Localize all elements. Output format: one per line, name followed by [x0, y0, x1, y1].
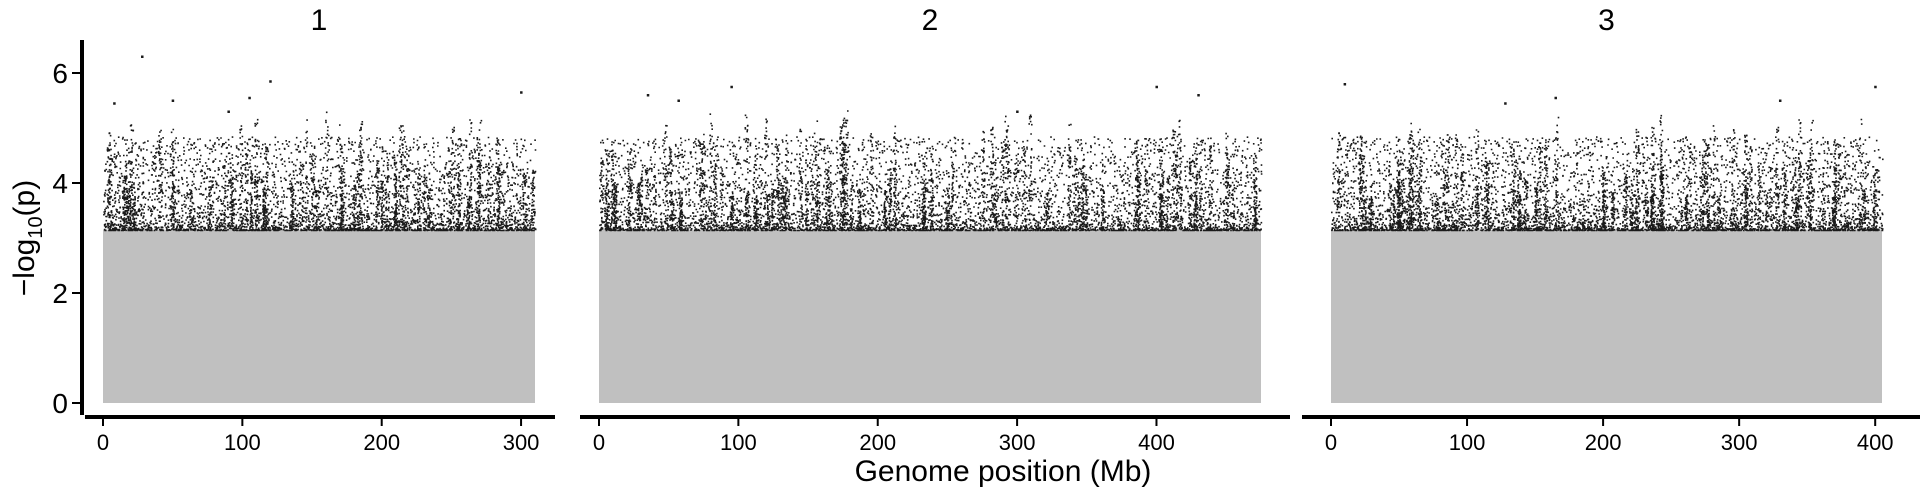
x-tick-label: 100 — [1449, 430, 1486, 455]
x-tick-label: 400 — [1138, 430, 1175, 455]
y-tick-label: 6 — [52, 58, 68, 89]
peak-point — [1197, 94, 1200, 97]
peak-point — [1016, 110, 1019, 113]
nonsignificant-points — [599, 229, 1261, 403]
peak-point — [269, 80, 272, 83]
peak-point — [113, 102, 116, 105]
significant-points — [103, 111, 537, 232]
x-tick-label: 100 — [720, 430, 757, 455]
facet-title: 1 — [311, 4, 328, 37]
y-axis-title: −log10(p) — [8, 180, 47, 296]
peak-point — [1554, 96, 1557, 100]
x-tick-label: 300 — [503, 430, 540, 455]
x-tick-label: 0 — [1325, 430, 1337, 455]
x-tick-label: 0 — [97, 430, 109, 455]
y-tick-label: 0 — [52, 388, 68, 419]
x-tick-label: 200 — [363, 430, 400, 455]
x-tick-label: 200 — [1585, 430, 1622, 455]
x-axis-title: Genome position (Mb) — [855, 455, 1152, 488]
nonsignificant-points — [103, 229, 535, 403]
facet-panels: 1 0 100 200 300 2 0 100 200 300 400 3 0 100 200 300 400 — [85, 4, 1920, 455]
facet-title: 3 — [1598, 4, 1615, 37]
facet-panel-3: 3 0 100 200 300 400 — [1302, 4, 1920, 455]
y-tick-label: 4 — [52, 168, 68, 199]
peak-point — [1155, 85, 1158, 89]
significant-points — [1331, 114, 1884, 232]
y-ticks: 0 2 4 6 — [52, 58, 82, 419]
peak-point — [730, 85, 733, 89]
peak-point — [171, 99, 175, 102]
x-tick-label: 100 — [224, 430, 261, 455]
peak-point — [227, 110, 230, 113]
peak-point — [677, 99, 680, 102]
peak-point — [141, 55, 144, 58]
x-tick-label: 300 — [1721, 430, 1758, 455]
peak-point — [1504, 102, 1507, 105]
facet-panel-1: 1 0 100 200 300 — [85, 4, 555, 455]
nonsignificant-points — [1331, 229, 1882, 403]
peak-point — [1343, 83, 1347, 86]
x-tick-label: 200 — [859, 430, 896, 455]
peak-point — [1874, 85, 1877, 89]
peak-point — [248, 96, 251, 100]
peak-point — [520, 91, 523, 94]
facet-panel-2: 2 0 100 200 300 400 — [580, 4, 1290, 455]
axes: 0 2 4 6 — [52, 40, 84, 419]
x-tick-label: 0 — [593, 430, 605, 455]
significant-points — [599, 110, 1263, 232]
peak-point — [646, 94, 650, 97]
x-tick-label: 300 — [999, 430, 1036, 455]
peak-point — [1778, 99, 1782, 102]
facet-title: 2 — [922, 4, 939, 37]
y-tick-label: 2 — [52, 278, 68, 309]
x-tick-label: 400 — [1857, 430, 1894, 455]
